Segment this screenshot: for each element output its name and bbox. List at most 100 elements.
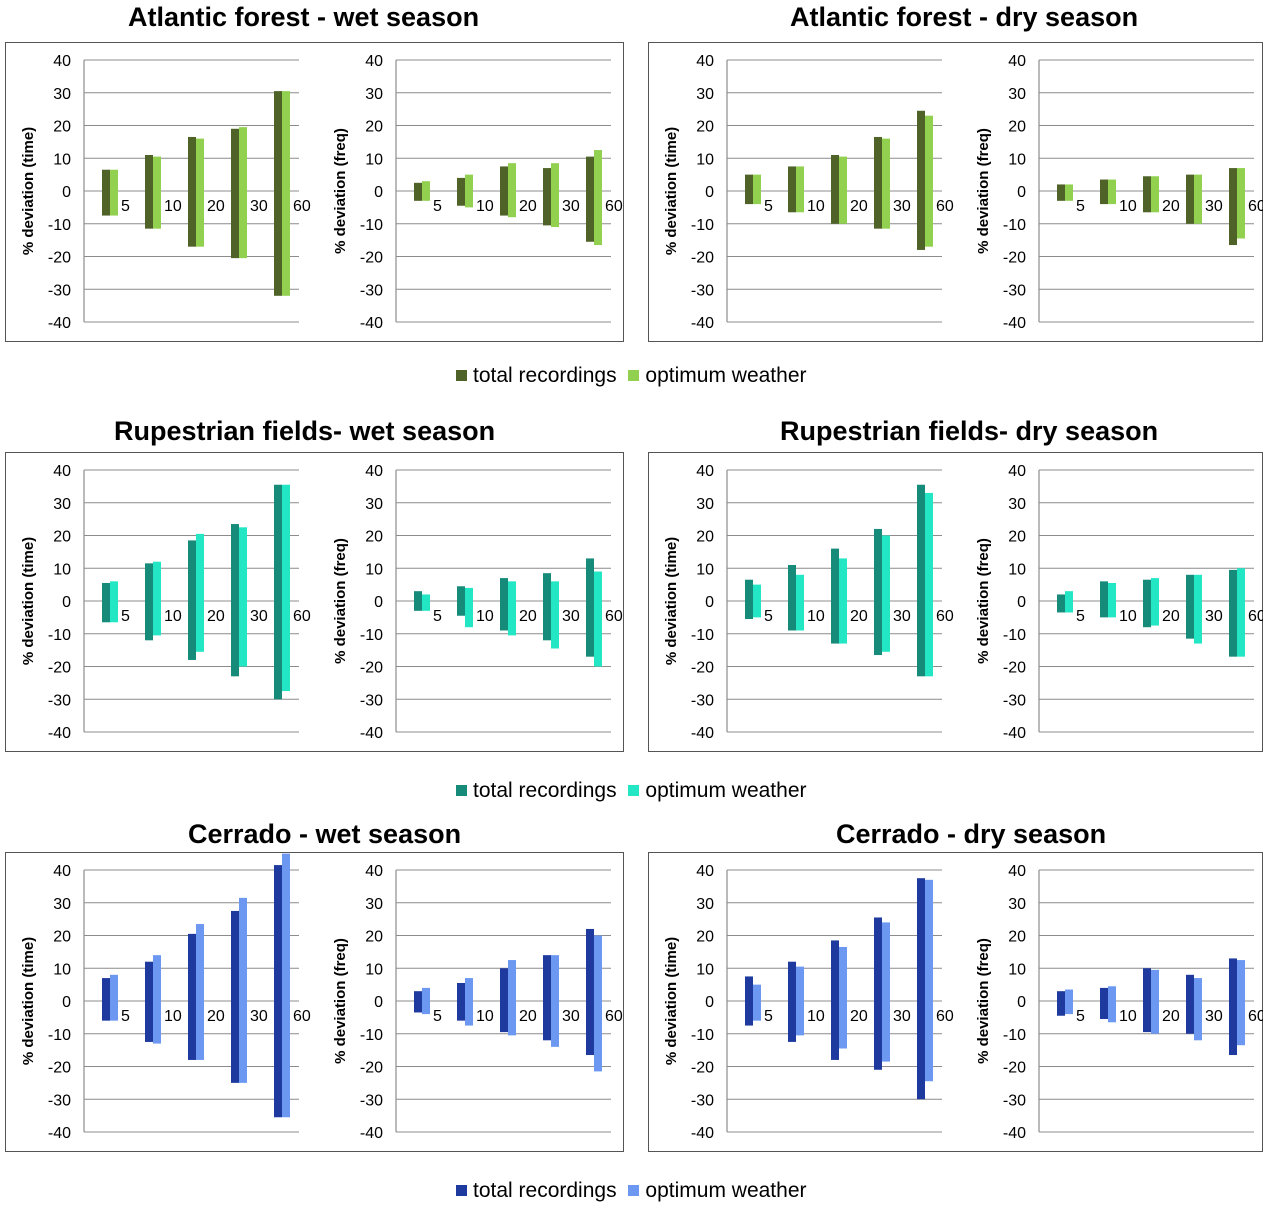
bar-optimum: [110, 581, 118, 623]
panel-atlantic-dry: 40 30 20 10 0 -10 -20 -30 -40 % deviation (time) 5…: [648, 42, 1263, 342]
y-tick-label: 20: [365, 529, 383, 546]
bar-optimum: [239, 527, 247, 667]
y-tick-label: 20: [365, 119, 383, 136]
x-category-label: 20: [850, 608, 868, 625]
legend-rupestrian: total recordings optimum weather: [456, 779, 813, 803]
bar-optimum: [239, 127, 247, 259]
y-tick-label: 30: [1008, 496, 1026, 513]
bar-optimum: [1194, 174, 1202, 224]
bar-total: [414, 591, 422, 611]
panel-cerrado-wet: 40 30 20 10 0 -10 -20 -30 -40 % deviation (time) 5…: [5, 852, 624, 1152]
x-category-label: 20: [850, 1008, 868, 1025]
bar-total: [586, 156, 594, 242]
y-tick-label: 0: [62, 184, 71, 201]
bar-optimum: [1108, 986, 1116, 1023]
bar-total: [102, 978, 110, 1021]
chart-rupestrian-wet: 40 30 20 10 0 -10 -20 -30 -40 % deviation (time) 5…: [20, 463, 623, 742]
bar-optimum: [594, 935, 602, 1072]
y-tick-label: -20: [48, 660, 71, 677]
bar-total: [745, 579, 753, 620]
x-category-label: 20: [1162, 608, 1180, 625]
y-tick-label: -40: [360, 725, 383, 742]
y-tick-label: 0: [1017, 594, 1026, 611]
y-tick-label: 40: [53, 463, 71, 480]
x-category-label: 30: [562, 1008, 580, 1025]
bar-optimum: [796, 574, 804, 631]
y-tick-label: -20: [360, 250, 383, 267]
bar-optimum: [422, 181, 430, 201]
legend-item-optimum: optimum weather: [628, 1179, 807, 1202]
y-tick-label: -40: [1003, 725, 1026, 742]
bar-total: [788, 166, 796, 213]
x-category-label: 10: [807, 608, 825, 625]
bar-optimum: [839, 558, 847, 644]
y-tick-label: 20: [365, 929, 383, 946]
y-tick-label: 0: [62, 994, 71, 1011]
subchart: 40 30 20 10 0 -10 -20 -30 -40 % deviation (time) 5…: [20, 53, 311, 332]
x-category-label: 10: [164, 198, 182, 215]
bar-optimum: [594, 150, 602, 246]
y-axis-title: % deviation (freq): [332, 938, 349, 1064]
bar-total: [414, 182, 422, 201]
legend-atlantic: total recordings optimum weather: [456, 364, 813, 388]
y-tick-label: -20: [691, 1060, 714, 1077]
x-category-label: 20: [1162, 1008, 1180, 1025]
y-axis-title: % deviation (freq): [332, 538, 349, 664]
legend-label-total: total recordings: [473, 1179, 617, 1202]
title-atlantic-wet: Atlantic forest - wet season: [128, 2, 480, 32]
y-tick-label: 20: [696, 529, 714, 546]
bar-total: [1057, 184, 1065, 201]
title-atlantic-dry: Atlantic forest - dry season: [790, 2, 1139, 32]
bar-total: [586, 928, 594, 1056]
x-category-label: 60: [1248, 1008, 1263, 1025]
y-tick-label: 30: [696, 896, 714, 913]
x-category-label: 30: [1205, 198, 1223, 215]
bar-optimum: [465, 978, 473, 1026]
bar-total: [543, 573, 551, 641]
y-tick-label: 10: [53, 561, 71, 578]
x-category-label: 10: [476, 1008, 494, 1025]
y-tick-label: -40: [360, 315, 383, 332]
x-category-label: 5: [433, 198, 442, 215]
y-tick-label: 0: [705, 994, 714, 1011]
y-tick-label: 20: [1008, 119, 1026, 136]
panel-cerrado-dry: 40 30 20 10 0 -10 -20 -30 -40 % deviation (time) 5…: [648, 852, 1263, 1152]
subchart: 40 30 20 10 0 -10 -20 -30 -40 % deviation (freq) 5…: [332, 463, 623, 742]
x-category-label: 20: [519, 608, 537, 625]
bar-total: [831, 154, 839, 224]
bar-total: [274, 484, 282, 700]
bar-total: [457, 982, 465, 1021]
x-category-label: 5: [764, 1008, 773, 1025]
y-tick-label: -40: [691, 725, 714, 742]
y-tick-label: 40: [1008, 463, 1026, 480]
bar-optimum: [1108, 179, 1116, 205]
bar-total: [500, 166, 508, 216]
legend-item-optimum: optimum weather: [628, 364, 807, 387]
y-tick-label: -40: [48, 1125, 71, 1142]
y-axis-title: % deviation (freq): [975, 538, 992, 664]
panel-rupestrian-dry: 40 30 20 10 0 -10 -20 -30 -40 % deviation (time) 5…: [648, 452, 1263, 752]
bar-optimum: [508, 163, 516, 218]
bar-optimum: [508, 581, 516, 636]
bar-optimum: [925, 492, 933, 677]
x-category-label: 30: [1205, 1008, 1223, 1025]
bar-total: [1143, 579, 1151, 628]
bar-total: [917, 878, 925, 1100]
bar-total: [231, 128, 239, 259]
x-category-label: 5: [1076, 608, 1085, 625]
x-category-label: 30: [893, 1008, 911, 1025]
bar-optimum: [1194, 574, 1202, 644]
x-category-label: 60: [936, 1008, 954, 1025]
legend-swatch-optimum: [628, 1185, 640, 1196]
y-tick-label: -40: [1003, 315, 1026, 332]
y-tick-label: 20: [53, 529, 71, 546]
subchart: 40 30 20 10 0 -10 -20 -30 -40 % deviation (time) 5…: [663, 463, 954, 742]
y-tick-label: 20: [53, 929, 71, 946]
y-tick-label: -30: [691, 282, 714, 299]
y-tick-label: -10: [360, 627, 383, 644]
y-tick-label: -20: [1003, 660, 1026, 677]
y-tick-label: 30: [696, 86, 714, 103]
bar-total: [1229, 569, 1237, 657]
bar-optimum: [1065, 184, 1073, 201]
y-tick-label: -40: [691, 315, 714, 332]
